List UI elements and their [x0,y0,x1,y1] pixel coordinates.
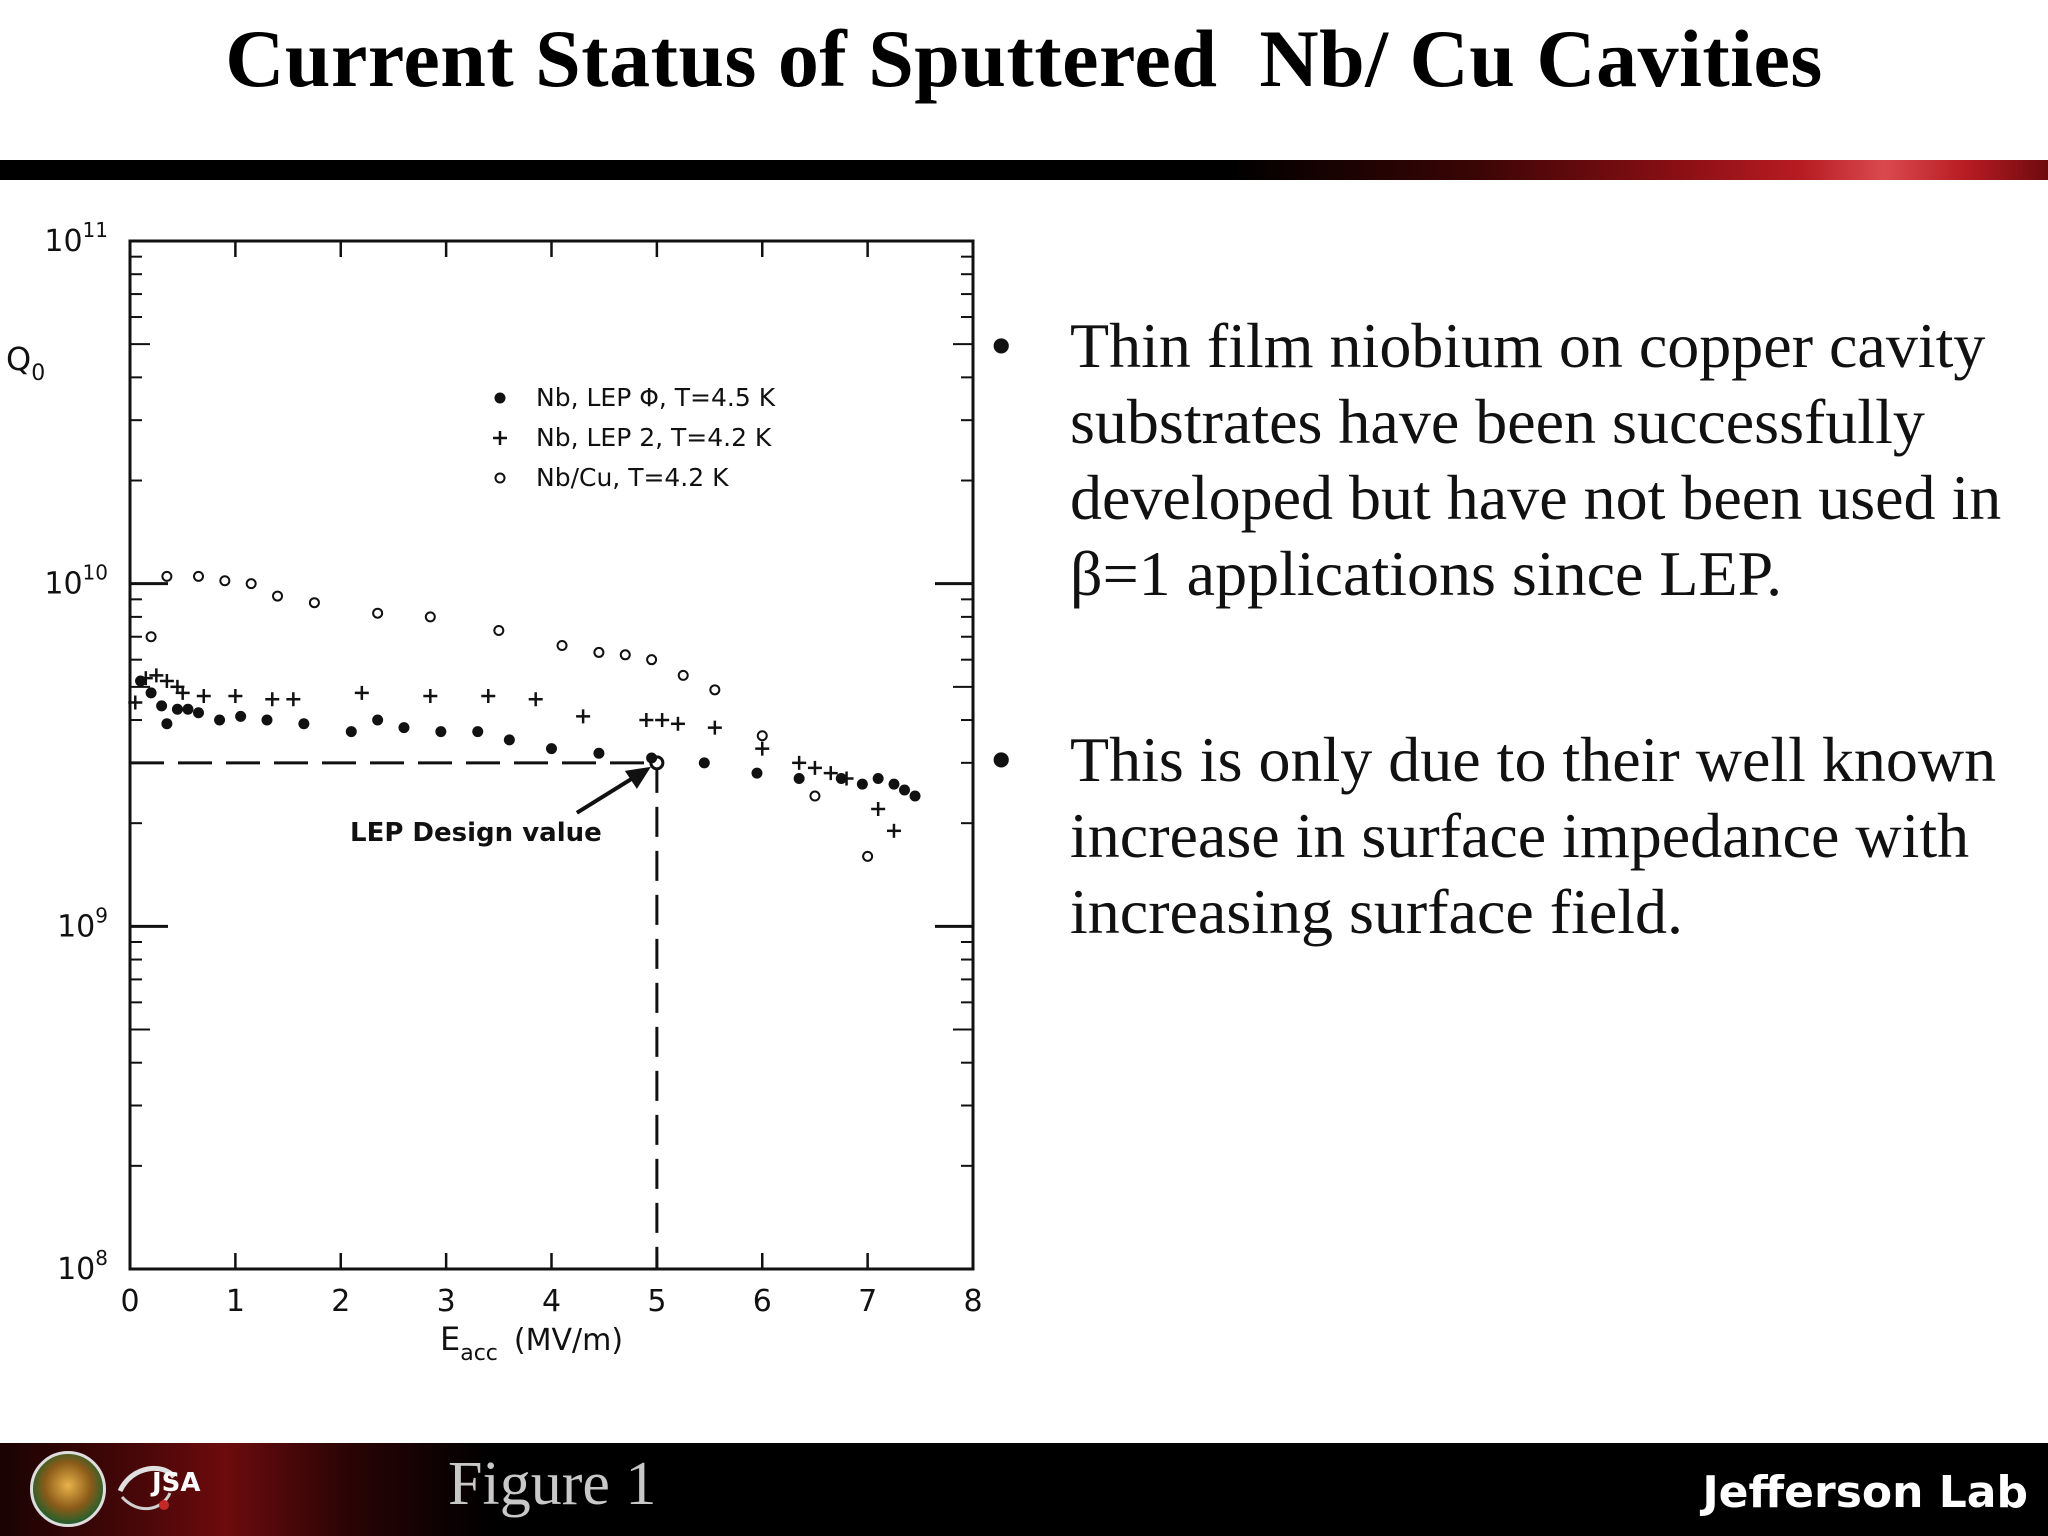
doe-seal-icon [30,1451,106,1527]
data-point-series-1 [145,687,157,699]
data-point-series-1 [161,718,173,730]
data-point-series-1 [214,714,226,726]
data-point-series-3 [809,790,821,802]
x-axis-label: Eacc (MV/m) [440,1320,623,1366]
data-point-series-3 [245,578,257,590]
data-point-series-3 [709,684,721,696]
title-divider [0,160,2048,180]
data-point-series-1 [345,726,357,738]
data-point-series-3 [756,730,768,742]
data-point-series-1 [646,752,658,764]
bullet-symbol: • [990,724,1013,795]
data-point-series-1 [398,722,410,734]
legend-label: Nb, LEP Φ, T=4.5 K [536,383,776,412]
data-point-series-1 [372,714,384,726]
data-point-series-3 [372,607,384,619]
data-point-series-3 [862,850,874,862]
data-point-series-1 [192,707,204,719]
y-tick-exponent: 8 [95,1246,108,1270]
jsa-logo-text: JSA [150,1468,201,1498]
legend-marker [494,472,506,484]
data-point-series-3 [619,649,631,661]
data-point-series-1 [888,778,900,790]
data-point-series-3 [192,570,204,582]
x-axis-label-sub: acc [460,1341,498,1366]
data-point-series-1 [872,773,884,785]
data-point-series-3 [308,597,320,609]
x-tick-label: 4 [542,1284,561,1319]
x-tick-label: 5 [647,1284,666,1319]
data-point-series-3 [493,625,505,637]
data-point-series-1 [171,703,183,715]
y-tick-exponent: 11 [83,218,108,242]
bullet-symbol: • [990,310,1013,381]
jefferson-lab-logo: Jefferson Lab [1702,1467,2028,1518]
data-point-series-1 [472,726,484,738]
data-point-series-1 [503,734,515,746]
data-point-series-3 [593,646,605,658]
y-tick-label: 1010 [44,561,108,602]
x-tick-label: 2 [331,1284,350,1319]
x-tick-label: 7 [858,1284,877,1319]
data-point-series-3 [556,640,568,652]
y-tick-exponent: 10 [83,561,108,585]
data-point-series-1 [546,743,557,755]
y-tick-label: 109 [57,903,108,944]
data-point-series-3 [145,631,157,643]
bullet-item-1: • Thin film niobium on copper cavity sub… [990,308,2030,612]
data-point-series-1 [751,767,763,779]
title-bar: Current Status of Sputtered Nb/ Cu Cavit… [0,0,2048,160]
q0-vs-eacc-chart: 0 1 2 3 4 5 6 7 8 108 109 1010 1011 Q0 Eacc (MV/m) LEP D… [0,200,1010,1390]
bullet-text-2: This is only due to their well known inc… [1070,724,1997,947]
lep-design-label: LEP Design value [350,818,602,848]
slide-title: Current Status of Sputtered Nb/ Cu Cavit… [225,13,1823,104]
figure-caption: Figure 1 [448,1450,657,1518]
data-point-series-3 [219,575,231,587]
x-tick-label: 0 [120,1284,139,1319]
data-point-series-3 [646,654,658,666]
data-point-series-3 [677,669,689,681]
data-point-series-1 [899,784,911,796]
bullet-list: • Thin film niobium on copper cavity sub… [990,308,2030,950]
legend-label: Nb/Cu, T=4.2 K [536,463,729,492]
bullet-text-1: Thin film niobium on copper cavity subst… [1070,310,2002,609]
y-tick-label: 108 [57,1246,108,1287]
y-axis-label-sub: 0 [31,361,45,386]
data-point-series-1 [593,747,605,759]
x-axis-label-unit: (MV/m) [514,1323,623,1358]
data-point-series-1 [182,703,194,715]
legend-label: Nb, LEP 2, T=4.2 K [536,423,772,452]
legend-marker [494,392,506,404]
y-tick-label: 1011 [44,218,108,259]
data-point-series-3 [272,590,284,602]
lep-design-arrowhead [624,766,651,789]
y-axis-label: Q0 [6,340,45,386]
x-tick-label: 8 [963,1284,982,1319]
data-point-series-1 [156,700,168,712]
footer-bar: JSA Figure 1 Jefferson Lab [0,1443,2048,1536]
data-point-series-1 [235,710,247,722]
data-point-series-3 [161,570,173,582]
data-point-series-1 [298,718,310,730]
y-tick-exponent: 9 [95,903,108,927]
data-point-series-1 [261,714,273,726]
data-point-series-1 [856,778,868,790]
data-point-series-1 [909,790,921,802]
data-point-series-1 [793,773,805,785]
x-tick-label: 3 [437,1284,456,1319]
jsa-logo-icon: JSA [117,1466,201,1511]
data-point-series-3 [424,611,436,623]
data-point-series-1 [435,726,447,738]
data-point-series-1 [698,757,710,769]
x-tick-label: 6 [753,1284,772,1319]
bullet-item-2: • This is only due to their well known i… [990,722,2030,950]
x-tick-label: 1 [226,1284,245,1319]
